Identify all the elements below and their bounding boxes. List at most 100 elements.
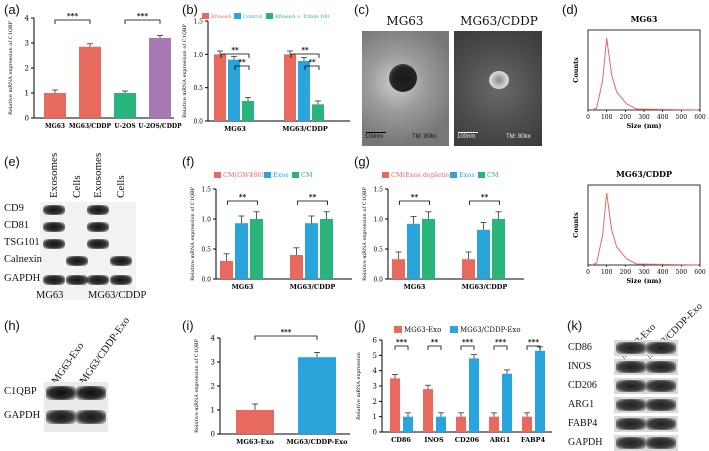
row-label: TSG101 — [4, 237, 40, 248]
legend-swatch — [382, 172, 389, 178]
bar — [392, 259, 405, 279]
blot-band — [46, 410, 76, 424]
panel-label-j: (j) — [354, 318, 366, 333]
x-tick-label: MG63/CDDP — [282, 125, 328, 133]
bar — [149, 38, 171, 118]
x-tick-label: CD206 — [455, 436, 480, 444]
bar — [390, 378, 400, 432]
blot-band — [76, 386, 106, 400]
significance-bracket — [469, 200, 500, 205]
row-label: INOS — [568, 361, 592, 372]
column-label: Cells — [115, 175, 127, 198]
row-label: GAPDH — [4, 410, 41, 421]
bar — [469, 358, 479, 432]
bar — [250, 219, 263, 279]
y-tick-label: 4 — [25, 15, 30, 23]
blot-band — [616, 399, 646, 411]
x-tick-label: 300 — [638, 114, 650, 121]
bar — [220, 261, 233, 279]
exosome-particle — [489, 71, 509, 89]
significance-bracket — [297, 200, 328, 205]
bar — [535, 350, 545, 432]
bar — [423, 389, 433, 432]
chart-j: 0 1 2 3 4 5 6 Relative mRNA expression MG63-Exo M… — [356, 326, 552, 444]
y-tick-label: 0 — [25, 115, 29, 123]
significance-label: *** — [528, 338, 539, 347]
column-label: Cells — [71, 175, 83, 198]
blot-band — [646, 418, 676, 430]
blot-band — [43, 239, 65, 249]
legend-swatch — [202, 13, 209, 19]
bar — [298, 357, 336, 434]
legend-label: MG63/CDDP-Exo — [460, 326, 521, 334]
chart-d-mg63-cddp: MG63/CDDP 0 100 200 300 400 500 600 Size (nm) Cou… — [572, 169, 706, 285]
bar — [242, 101, 254, 121]
x-axis-label: Size (nm) — [626, 122, 661, 130]
legend-swatch — [234, 13, 241, 19]
row-label: GAPDH — [568, 437, 603, 448]
significance-label: ** — [411, 193, 419, 202]
bar — [489, 416, 499, 432]
x-tick-label: 200 — [620, 114, 632, 121]
legend-label: MG63-Exo — [404, 326, 441, 334]
plot-frame — [587, 184, 701, 266]
significance-bracket — [234, 65, 250, 70]
magnification-label: TM: 80kx — [506, 134, 531, 140]
chart-f: 0.0 0.5 1.0 1.5 Relative mRNA expression of … — [190, 171, 352, 291]
significance-label: ** — [308, 58, 316, 67]
significance-bracket — [290, 53, 320, 58]
x-tick-label: 600 — [694, 114, 706, 121]
bar — [422, 219, 435, 279]
bar — [235, 223, 248, 279]
x-tick-label: MG63/CDDP — [462, 283, 508, 291]
bar — [462, 259, 475, 279]
bar — [114, 93, 136, 118]
column-label: Exosomes — [48, 152, 60, 198]
x-tick-label: 300 — [638, 269, 650, 276]
bar — [502, 373, 512, 432]
x-tick-label: U-2OS/CDDP — [138, 123, 182, 130]
panel-label-a: (a) — [4, 2, 20, 17]
bar — [477, 229, 490, 279]
legend-swatch — [214, 172, 221, 178]
blot-band — [76, 410, 106, 424]
y-tick-label: 0.0 — [193, 119, 203, 126]
y-tick-label: 2 — [25, 65, 29, 73]
y-tick-label: 1.5 — [193, 19, 203, 26]
row-label: CD9 — [4, 203, 24, 214]
significance-bracket — [493, 345, 508, 350]
blot-membrane — [40, 202, 136, 300]
significance-label: ** — [238, 58, 246, 67]
panel-label-c: (c) — [354, 2, 370, 17]
bar — [522, 416, 532, 432]
legend-swatch — [450, 172, 457, 178]
legend-label: CM — [487, 171, 499, 179]
significance-label: *** — [396, 338, 407, 347]
significance-label: *** — [495, 338, 506, 347]
western-blot-e: Exosomes Cells Exosomes Cells CD9 CD81 TSG101 C… — [0, 153, 175, 320]
y-tick-label: 3 — [373, 383, 377, 391]
legend-swatch — [292, 172, 299, 178]
x-tick-label: MG63-Exo — [236, 438, 274, 446]
significance-label: *** — [137, 12, 148, 21]
significance-bracket — [427, 345, 442, 350]
group-label: MG63 — [36, 290, 64, 301]
bar — [214, 54, 226, 122]
bar — [403, 416, 413, 432]
legend-swatch — [450, 326, 458, 333]
y-axis-label: Relative mRNA expression of C1QBP — [8, 20, 14, 114]
blot-band — [616, 361, 646, 373]
group-label: MG63/CDDP — [88, 290, 147, 301]
x-tick-label: 400 — [657, 114, 669, 121]
panel-label-f: (f) — [182, 154, 195, 169]
panel-label-b: (b) — [182, 2, 198, 17]
legend-label: RNaseA — [211, 14, 232, 20]
chart-b: 0.0 0.5 1.0 1.5 Relative mRNA expression of … — [182, 13, 350, 133]
y-tick-label: 4 — [373, 367, 378, 375]
blot-band — [616, 342, 646, 354]
legend-swatch — [478, 172, 485, 178]
significance-bracket — [254, 335, 318, 340]
panel-label-g: (g) — [354, 154, 370, 169]
bar — [407, 223, 420, 279]
x-tick-label: 500 — [676, 269, 688, 276]
